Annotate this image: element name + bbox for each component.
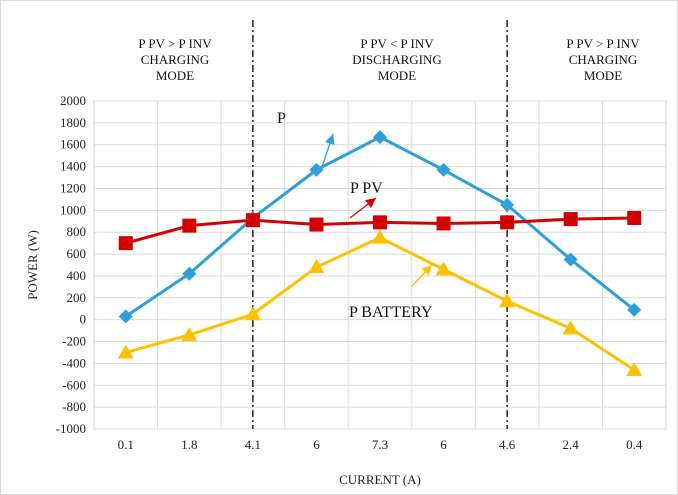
annotation-arrow-p-head (325, 134, 335, 146)
mode-region-label: CHARGING (569, 52, 638, 67)
data-point-ppv (373, 215, 387, 230)
y-tick-label: 400 (67, 268, 87, 283)
data-point-ppv (309, 217, 324, 232)
data-point-ppv (436, 216, 451, 231)
series-label-pbat: P BATTERY (349, 304, 433, 321)
x-tick-label: 4.1 (245, 437, 261, 452)
data-point-p (118, 309, 133, 324)
x-tick-label: 6 (440, 437, 447, 452)
gridlines (93, 100, 667, 430)
annotation-arrow-pbattery-head (421, 265, 432, 276)
data-point-ppv (118, 236, 133, 251)
data-point-p (436, 162, 451, 177)
series-label-ppv: P PV (350, 180, 383, 197)
data-point-ppv (627, 210, 642, 225)
x-tick-label: 4.6 (499, 437, 516, 452)
mode-region-label: MODE (156, 68, 194, 83)
mode-dividers (252, 20, 508, 429)
data-point-p (627, 302, 642, 317)
data-point-p (182, 266, 197, 281)
data-point-pbat (372, 229, 388, 244)
mode-region-label: P PV > P INV (566, 36, 640, 51)
y-tick-label: 200 (67, 290, 87, 305)
y-tick-label: 600 (67, 246, 87, 261)
mode-region-label: MODE (584, 68, 622, 83)
x-axis-title: CURRENT (A) (339, 472, 421, 487)
series (117, 130, 643, 376)
y-axis-title: POWER (W) (25, 230, 40, 300)
y-tick-label: 1400 (60, 159, 86, 174)
y-tick-label: 0 (80, 312, 87, 327)
series-label-p: P (277, 110, 286, 127)
y-tick-label: -1000 (56, 421, 86, 436)
x-tick-label: 6 (313, 437, 320, 452)
y-tick-label: 1200 (60, 180, 86, 195)
y-tick-label: -600 (62, 377, 86, 392)
mode-region-label: P PV > P INV (138, 36, 212, 51)
mode-region-label: MODE (378, 68, 416, 83)
x-tick-label: 7.3 (372, 437, 388, 452)
data-point-p (309, 162, 324, 177)
data-point-pbat (181, 326, 198, 341)
y-tick-label: -800 (62, 399, 86, 414)
data-point-pbat (626, 361, 643, 376)
data-point-p (563, 252, 578, 267)
y-tick-label: 2000 (60, 93, 86, 108)
mode-region-label: DISCHARGING (352, 52, 442, 67)
y-tick-label: 1600 (60, 137, 86, 152)
x-tick-label: 2.4 (563, 437, 580, 452)
y-tick-label: -200 (62, 334, 86, 349)
y-tick-label: 800 (67, 224, 87, 239)
x-tick-label: 1.8 (181, 437, 197, 452)
annotation-arrow-ppv-head (365, 198, 376, 209)
data-point-pbat (308, 259, 325, 274)
y-tick-label: 1800 (60, 115, 86, 130)
data-point-pbat (562, 320, 579, 335)
mode-region-label: CHARGING (141, 52, 210, 67)
data-point-pbat (117, 344, 134, 359)
x-tick-label: 0.4 (626, 437, 643, 452)
axes: -1000 -800 -600 -400 -200 0 200 400 600 800 1000 12… (25, 93, 643, 487)
data-point-p (373, 130, 387, 145)
mode-region-label: P PV < P INV (360, 36, 434, 51)
data-point-pbat (435, 261, 452, 276)
data-point-pbat (499, 293, 516, 308)
data-point-ppv (563, 212, 578, 227)
data-point-ppv (500, 215, 515, 230)
data-point-pbat (244, 306, 261, 321)
data-point-ppv (245, 213, 260, 228)
y-tick-label: 1000 (60, 202, 86, 217)
data-point-ppv (182, 218, 197, 233)
x-tick-label: 0.1 (118, 437, 134, 452)
data-point-p (500, 197, 515, 212)
y-tick-label: -400 (62, 355, 86, 370)
